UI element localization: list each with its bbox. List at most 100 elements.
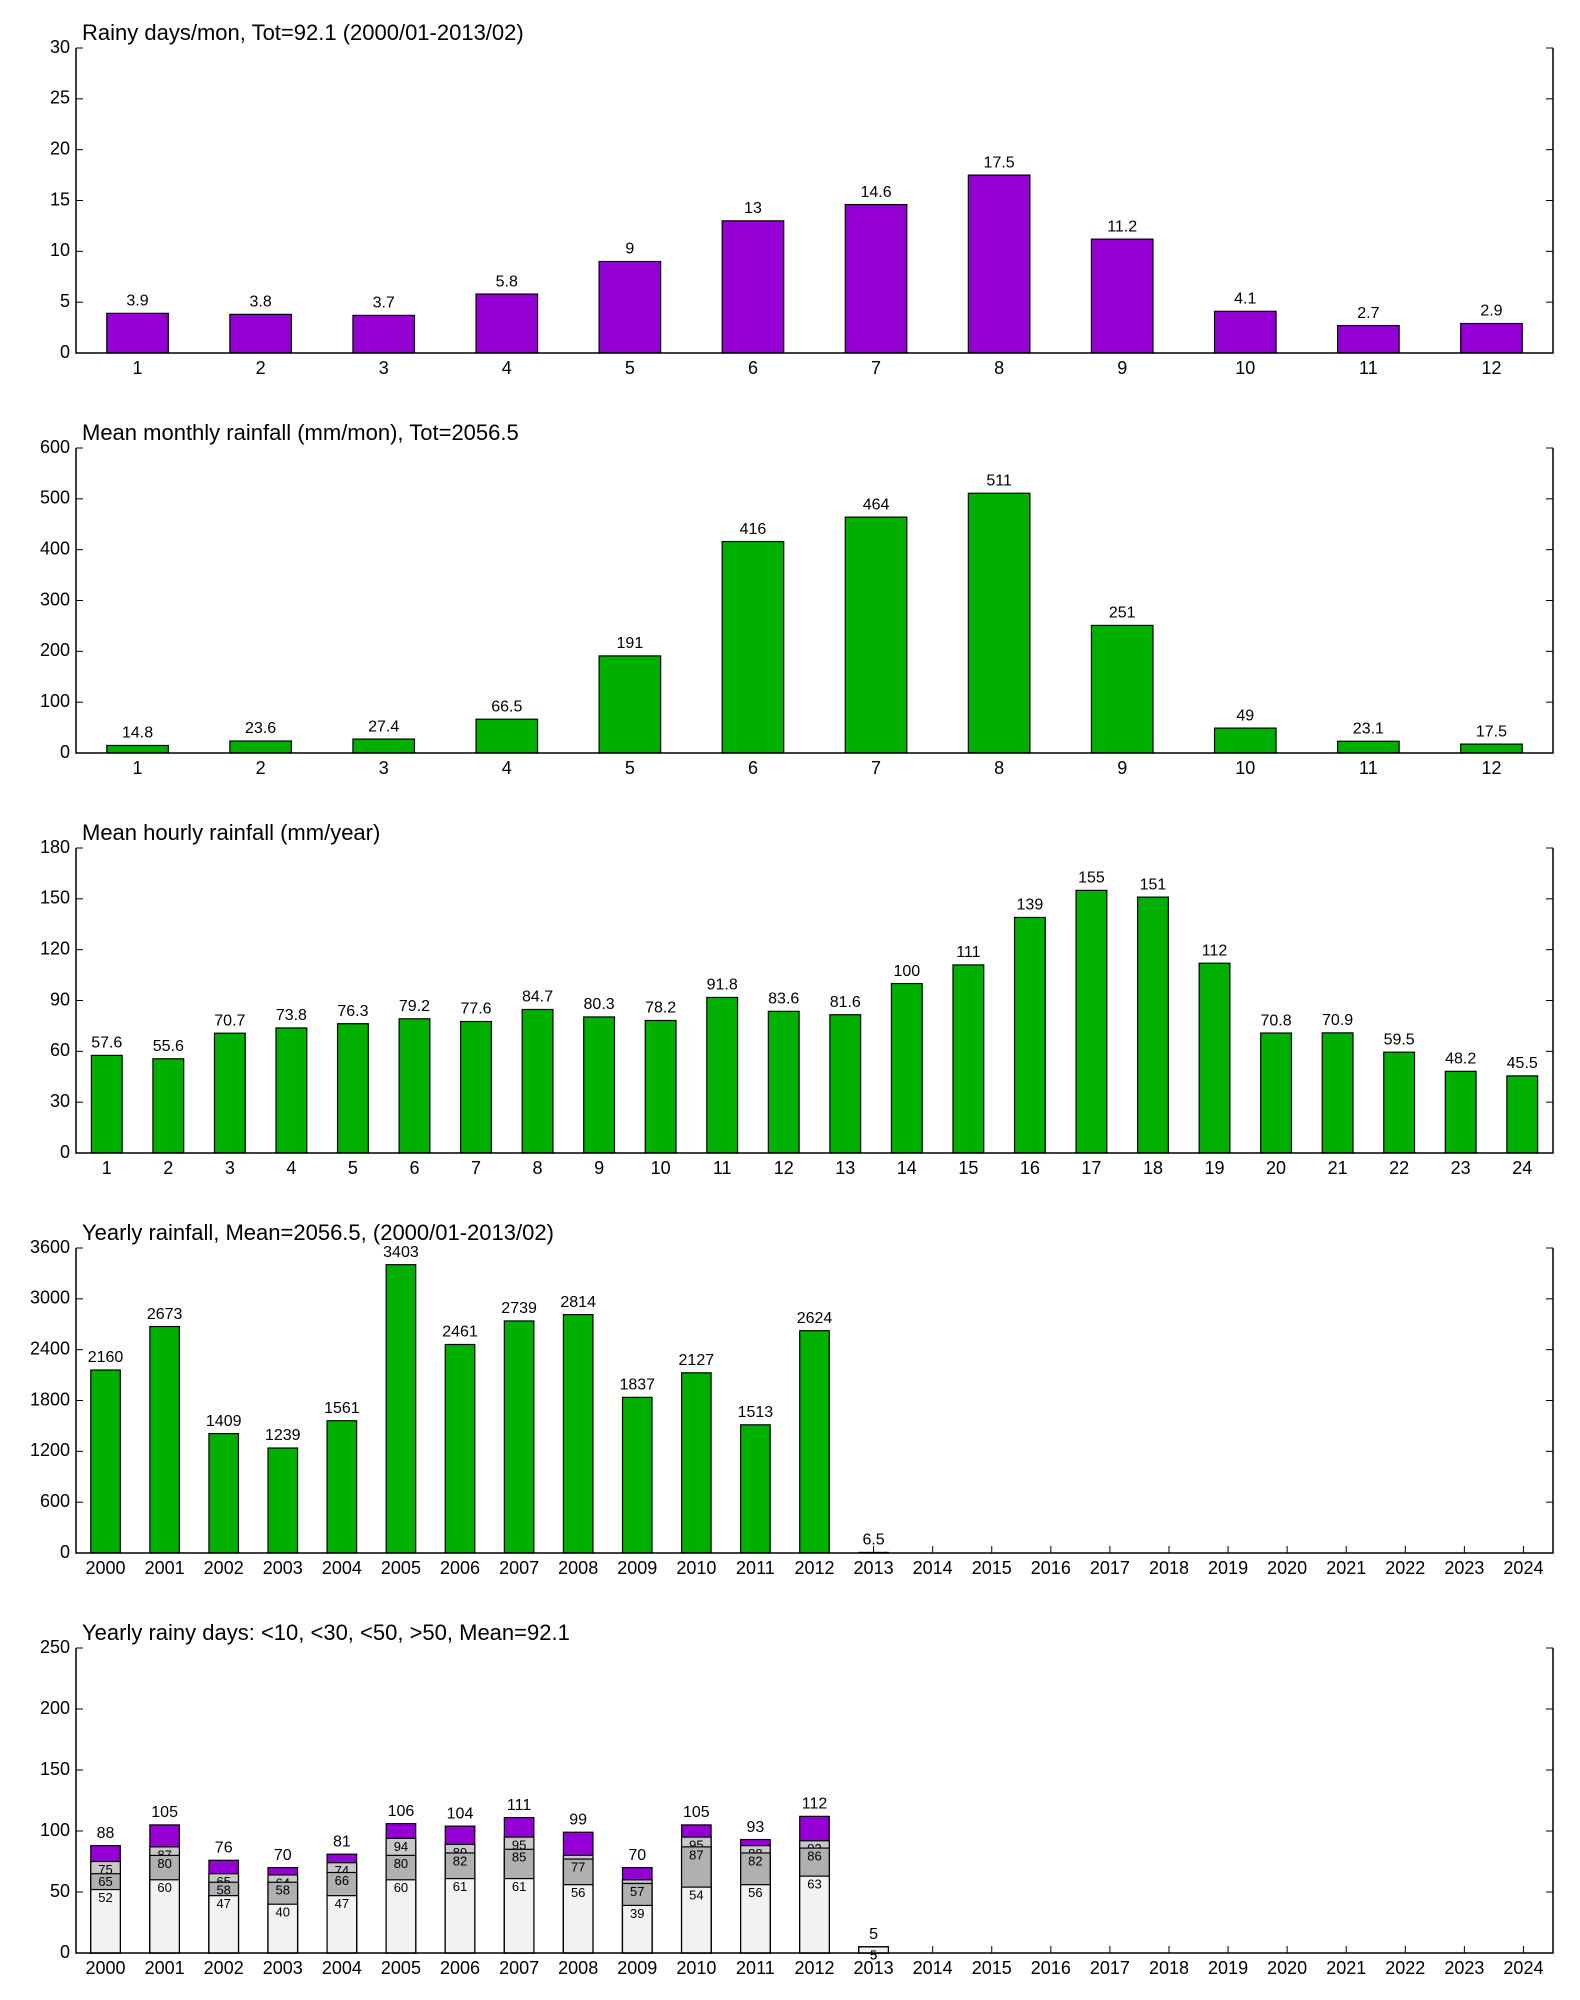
bar xyxy=(952,964,985,1154)
x-tick-label: 2001 xyxy=(145,1958,185,1978)
bar xyxy=(385,1264,417,1554)
value-label: 70 xyxy=(628,1847,646,1864)
x-tick-label: 2004 xyxy=(322,1958,362,1978)
bar xyxy=(1506,1075,1539,1154)
x-tick-label: 12 xyxy=(1481,758,1501,778)
value-label: 2.9 xyxy=(1480,303,1502,320)
value-label: 112 xyxy=(1202,942,1228,959)
bar xyxy=(1260,1032,1293,1154)
value-label: 48.2 xyxy=(1445,1051,1476,1068)
x-tick-label: 2003 xyxy=(263,1558,303,1578)
x-tick-label: 3 xyxy=(379,358,389,378)
y-tick-label: 2400 xyxy=(30,1338,70,1358)
value-label: 3.7 xyxy=(373,295,395,312)
value-label: 2814 xyxy=(560,1294,596,1311)
bar xyxy=(1213,310,1277,354)
x-tick-label: 2002 xyxy=(204,1958,244,1978)
y-tick-label: 300 xyxy=(40,589,70,609)
value-label: 66.5 xyxy=(491,698,522,715)
value-label: 59.5 xyxy=(1384,1031,1415,1048)
x-tick-label: 6 xyxy=(748,758,758,778)
y-tick-label: 20 xyxy=(50,138,70,158)
x-tick-label: 2013 xyxy=(854,1558,894,1578)
x-tick-label: 18 xyxy=(1143,1158,1163,1178)
value-label: 86 xyxy=(807,1849,821,1864)
value-label: 93 xyxy=(747,1819,765,1836)
x-tick-label: 2020 xyxy=(1267,1558,1307,1578)
x-tick-label: 5 xyxy=(625,758,635,778)
value-label: 70.7 xyxy=(214,1012,245,1029)
value-label: 13 xyxy=(744,200,762,217)
x-tick-label: 2007 xyxy=(499,1958,539,1978)
bar xyxy=(644,1019,677,1154)
value-label: 3403 xyxy=(383,1244,419,1261)
bar xyxy=(740,1424,771,1554)
y-tick-label: 30 xyxy=(50,37,70,57)
x-tick-label: 10 xyxy=(1235,758,1255,778)
bar xyxy=(521,1008,554,1154)
value-label: 5.8 xyxy=(496,273,518,290)
chart-title: Mean monthly rainfall (mm/mon), Tot=2056… xyxy=(82,420,519,445)
bar xyxy=(740,1884,771,1954)
x-tick-label: 23 xyxy=(1451,1158,1471,1178)
value-label: 80 xyxy=(394,1856,408,1871)
bar xyxy=(721,220,785,354)
value-label: 5 xyxy=(870,1947,877,1962)
value-label: 65 xyxy=(98,1874,112,1889)
value-label: 91.8 xyxy=(707,977,738,994)
bar xyxy=(385,1879,417,1954)
x-tick-label: 2012 xyxy=(794,1958,834,1978)
bar xyxy=(352,738,416,754)
value-label: 73.8 xyxy=(276,1007,307,1024)
bar xyxy=(503,1320,535,1554)
x-tick-label: 2002 xyxy=(204,1558,244,1578)
y-tick-label: 60 xyxy=(50,1040,70,1060)
value-label: 85 xyxy=(512,1850,526,1865)
value-label: 56 xyxy=(748,1885,762,1900)
x-tick-label: 2 xyxy=(163,1158,173,1178)
x-tick-label: 2017 xyxy=(1090,1558,1130,1578)
bar xyxy=(149,1879,180,1954)
value-label: 2160 xyxy=(88,1349,124,1366)
x-tick-label: 8 xyxy=(994,758,1004,778)
x-tick-label: 2017 xyxy=(1090,1958,1130,1978)
x-tick-label: 2018 xyxy=(1149,1958,1189,1978)
y-tick-label: 0 xyxy=(60,1142,70,1162)
value-label: 17.5 xyxy=(984,154,1015,171)
value-label: 80.3 xyxy=(584,996,615,1013)
x-tick-label: 7 xyxy=(871,758,881,778)
value-label: 23.6 xyxy=(245,720,276,737)
y-tick-label: 500 xyxy=(40,488,70,508)
y-tick-label: 3000 xyxy=(30,1288,70,1308)
bar xyxy=(460,1020,493,1154)
value-label: 111 xyxy=(956,944,980,961)
value-label: 39 xyxy=(630,1906,644,1921)
value-label: 17.5 xyxy=(1476,723,1507,740)
value-label: 70 xyxy=(274,1847,292,1864)
value-label: 27.4 xyxy=(368,718,399,735)
x-tick-label: 22 xyxy=(1389,1158,1409,1178)
x-tick-label: 21 xyxy=(1328,1158,1348,1178)
value-label: 54 xyxy=(689,1888,703,1903)
x-tick-label: 2001 xyxy=(145,1558,185,1578)
bar xyxy=(475,293,539,354)
bar xyxy=(767,1010,800,1154)
y-tick-label: 100 xyxy=(40,1820,70,1840)
bar xyxy=(149,1325,180,1554)
bar xyxy=(267,1447,299,1554)
value-label: 191 xyxy=(617,635,644,652)
value-label: 60 xyxy=(394,1880,408,1895)
value-label: 58 xyxy=(216,1883,230,1898)
x-tick-label: 20 xyxy=(1266,1158,1286,1178)
bar xyxy=(1337,324,1400,354)
bar xyxy=(326,1420,358,1554)
x-tick-label: 19 xyxy=(1205,1158,1225,1178)
axes-frame xyxy=(75,448,1554,754)
y-tick-label: 150 xyxy=(40,888,70,908)
bar xyxy=(229,740,292,754)
x-tick-label: 2010 xyxy=(676,1958,716,1978)
y-tick-label: 180 xyxy=(40,837,70,857)
x-tick-label: 5 xyxy=(348,1158,358,1178)
y-tick-label: 50 xyxy=(50,1881,70,1901)
bar xyxy=(398,1018,431,1154)
